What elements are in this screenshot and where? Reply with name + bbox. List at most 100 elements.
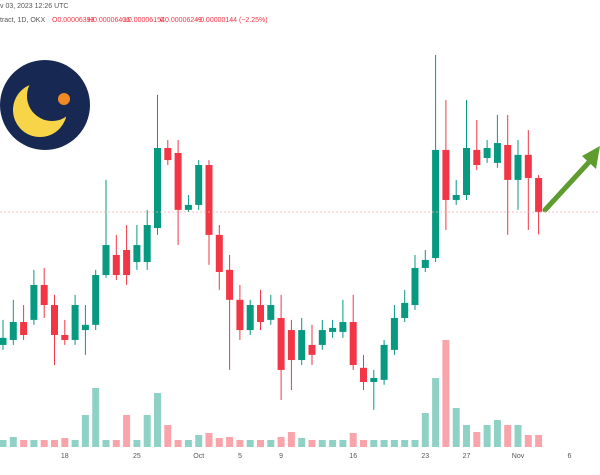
volume-bar bbox=[298, 438, 306, 447]
volume-bar bbox=[92, 388, 100, 447]
candle-body bbox=[308, 344, 316, 355]
x-tick-label: Oct bbox=[193, 453, 204, 460]
volume-bar bbox=[339, 440, 347, 447]
candle-body bbox=[442, 149, 450, 200]
volume-bar bbox=[524, 435, 532, 447]
volume-bar bbox=[174, 440, 182, 447]
volume-bar bbox=[411, 440, 419, 447]
candle-body bbox=[535, 178, 543, 213]
volume-bar bbox=[71, 440, 79, 447]
x-tick-label: 5 bbox=[238, 453, 242, 460]
candle-body bbox=[514, 154, 522, 180]
x-tick-label: 9 bbox=[279, 453, 283, 460]
volume-bar bbox=[360, 440, 367, 447]
volume-bar bbox=[473, 432, 481, 447]
volume-bar bbox=[318, 440, 326, 447]
volume-bar bbox=[164, 425, 172, 447]
candle-body bbox=[349, 322, 357, 365]
candle-body bbox=[133, 245, 141, 263]
volume-bar bbox=[432, 378, 440, 447]
candle-body bbox=[102, 245, 110, 276]
candle-body bbox=[215, 234, 223, 272]
candle-body bbox=[277, 318, 285, 370]
logo bbox=[0, 60, 90, 150]
volume-bar bbox=[493, 420, 501, 447]
volume-bar bbox=[0, 440, 7, 447]
x-tick-label: 6 bbox=[568, 453, 572, 460]
trend-arrow bbox=[542, 146, 600, 213]
volume-bar bbox=[205, 433, 213, 447]
volume-bar bbox=[81, 415, 89, 447]
volume-bar bbox=[143, 415, 151, 447]
candle-body bbox=[40, 284, 48, 306]
volume-bar bbox=[308, 440, 316, 447]
volume-bar bbox=[154, 393, 161, 447]
volume-pane bbox=[0, 340, 543, 447]
volume-bar bbox=[349, 433, 357, 447]
volume-bar bbox=[421, 413, 429, 447]
candle-body bbox=[421, 259, 429, 268]
candle-body bbox=[329, 327, 337, 332]
candle-body bbox=[257, 305, 264, 323]
x-tick-label: 27 bbox=[463, 453, 471, 460]
candle-body bbox=[318, 330, 326, 345]
volume-bar bbox=[40, 440, 48, 447]
volume-bar bbox=[401, 440, 409, 447]
candle-body bbox=[360, 367, 367, 382]
volume-bar bbox=[504, 425, 512, 447]
x-tick-label: 18 bbox=[61, 453, 69, 460]
candle-body bbox=[9, 322, 17, 340]
candle-body bbox=[195, 165, 203, 205]
candle-body bbox=[504, 144, 512, 180]
volume-bar bbox=[514, 425, 522, 447]
candle-body bbox=[493, 143, 501, 163]
volume-bar bbox=[257, 440, 264, 447]
candle-body bbox=[81, 324, 89, 331]
candle-body bbox=[0, 337, 7, 345]
candle-body bbox=[483, 148, 491, 158]
ohlc-label: C0.00006249 bbox=[160, 17, 202, 24]
volume-bar bbox=[51, 440, 58, 447]
candle-body bbox=[71, 305, 79, 340]
candle-body bbox=[339, 322, 347, 332]
candle-body bbox=[30, 284, 38, 320]
volume-bar bbox=[9, 437, 17, 447]
volume-bar bbox=[112, 440, 120, 447]
candle-body bbox=[463, 148, 470, 196]
volume-bar bbox=[30, 440, 38, 447]
ohlc-label: H0.00006406 bbox=[88, 17, 130, 24]
x-tick-label: 16 bbox=[349, 453, 357, 460]
x-tick-label: 23 bbox=[421, 453, 429, 460]
volume-bar bbox=[329, 440, 337, 447]
candle-body bbox=[164, 148, 172, 161]
header-symbol: tract, 1D, OKX bbox=[0, 17, 45, 24]
candle-body bbox=[236, 299, 244, 331]
candle-body bbox=[174, 152, 182, 210]
volume-bar bbox=[184, 440, 192, 447]
volume-bar bbox=[463, 425, 470, 447]
volume-bar bbox=[380, 440, 388, 447]
candle-body bbox=[287, 330, 295, 361]
candle-body bbox=[61, 335, 69, 340]
volume-bar bbox=[215, 438, 223, 447]
candle-body bbox=[205, 165, 213, 235]
volume-bar bbox=[226, 437, 234, 447]
volume-bar bbox=[20, 440, 28, 447]
header-time: v 03, 2023 12:26 UTC bbox=[0, 3, 69, 10]
candle-body bbox=[524, 154, 532, 179]
candle-body bbox=[184, 204, 192, 210]
volume-bar bbox=[277, 437, 285, 447]
candle-body bbox=[473, 149, 481, 166]
price-pane bbox=[0, 55, 543, 410]
candle-body bbox=[411, 267, 419, 306]
candle-body bbox=[390, 318, 398, 350]
volume-bar bbox=[195, 435, 203, 447]
candle-body bbox=[267, 305, 275, 320]
volume-bar bbox=[246, 440, 254, 447]
volume-bar bbox=[133, 440, 141, 447]
candle-body bbox=[154, 148, 161, 229]
x-tick-label: Nov bbox=[512, 453, 525, 460]
volume-bar bbox=[535, 435, 543, 447]
ohlc-label: O0.00006393 bbox=[52, 17, 95, 24]
